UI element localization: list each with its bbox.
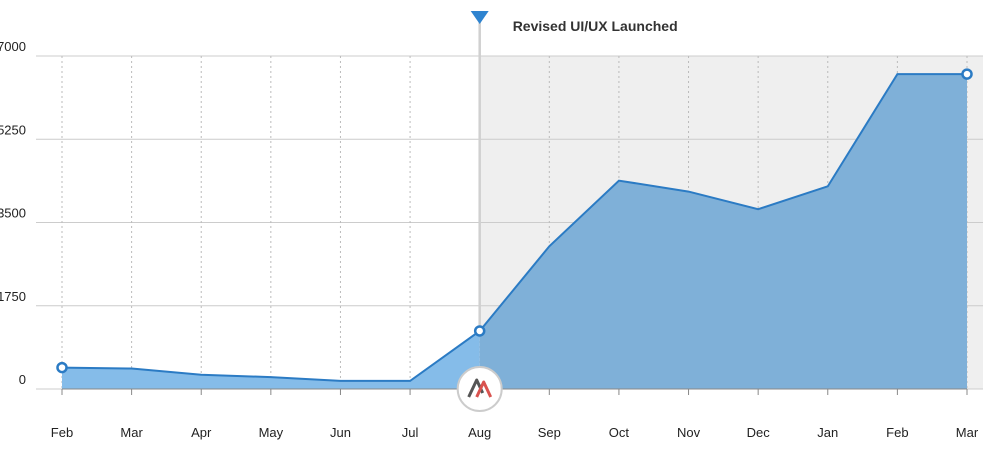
x-tick-label: Apr [191, 425, 212, 440]
y-tick-label: 3500 [0, 206, 26, 221]
x-tick-label: Aug [468, 425, 491, 440]
x-tick-label: Sep [538, 425, 561, 440]
series-line [61, 73, 967, 382]
logo-stroke-accent [475, 380, 493, 398]
x-tick-label: Feb [51, 425, 73, 440]
y-tick-label: 0 [19, 372, 26, 387]
area-series [61, 73, 967, 389]
annotation-title: Revised UI/UX Launched [513, 18, 678, 34]
data-point-marker [961, 68, 973, 80]
annotation: Revised UI/UX Launched [470, 11, 678, 331]
down-triangle-icon[interactable] [470, 11, 489, 24]
x-tick-label: Oct [609, 425, 630, 440]
y-tick-label: 7000 [0, 39, 26, 54]
y-tick-label: 1750 [0, 289, 26, 304]
x-tick-label: Nov [677, 425, 701, 440]
x-tick-label: Mar [956, 425, 979, 440]
x-tick-label: Feb [886, 425, 908, 440]
x-tick-label: Dec [747, 425, 771, 440]
brand-logo-icon[interactable] [456, 366, 503, 412]
x-tick-label: Jul [402, 425, 419, 440]
area-fill-after [479, 74, 967, 389]
axes: 0 1750 3500 5250 7000 Feb Mar Apr May Jun Jul Aug Se… [0, 39, 979, 440]
data-points [56, 68, 973, 374]
x-tick-label: Jan [817, 425, 838, 440]
area-fill-before [62, 330, 480, 389]
data-point-marker [56, 361, 68, 374]
y-tick-label: 5250 [0, 122, 26, 137]
x-tick-label: Mar [120, 425, 143, 440]
x-tick-label: Jun [330, 425, 351, 440]
data-point-marker [473, 325, 486, 337]
x-tick-label: May [259, 425, 284, 440]
